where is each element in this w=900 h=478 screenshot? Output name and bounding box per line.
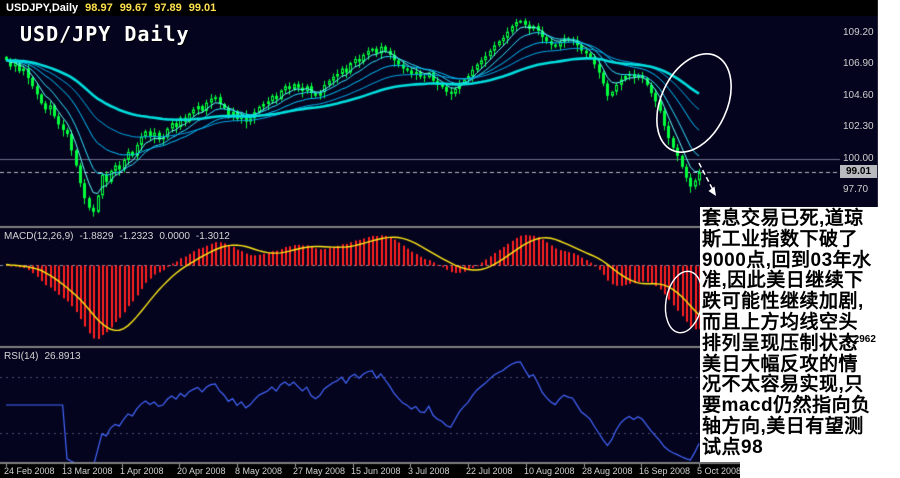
macd-value-1: -1.8829 xyxy=(79,231,114,242)
macd-indicator-label: MACD(12,26,9) -1.8829 -1.2323 0.0000 -1.3012 xyxy=(4,231,230,242)
annotation-whiteout xyxy=(700,207,900,462)
macd-value-4: -1.3012 xyxy=(195,231,230,242)
quote-high: 99.67 xyxy=(119,2,148,14)
macd-scale-label: -2.2962 xyxy=(842,334,876,345)
macd-value-2: -1.2323 xyxy=(119,231,154,242)
right-margin xyxy=(878,0,900,478)
rsi-name: RSI(14) xyxy=(4,351,39,362)
symbol-timeframe-label: USDJPY,Daily xyxy=(6,2,79,14)
analysis-note-text: 套息交易已死,道琼 斯工业指数下破了 9000点,回到03年水 准,因此美日继续… xyxy=(702,208,872,458)
macd-name: MACD(12,26,9) xyxy=(4,231,74,242)
quote-close: 99.01 xyxy=(188,2,217,14)
current-price-tag: 99.01 xyxy=(840,165,877,178)
annotation-whiteout-bottom xyxy=(740,462,900,478)
chart-watermark-title: USD/JPY Daily xyxy=(20,22,190,46)
quote-open: 98.97 xyxy=(85,2,113,14)
rsi-value: 26.8913 xyxy=(44,351,81,362)
rsi-indicator-label: RSI(14) 26.8913 xyxy=(4,351,81,362)
macd-value-3: 0.0000 xyxy=(159,231,190,242)
quote-header: USDJPY,Daily 98.97 99.67 97.89 99.01 xyxy=(6,2,216,14)
quote-low: 97.89 xyxy=(154,2,182,14)
